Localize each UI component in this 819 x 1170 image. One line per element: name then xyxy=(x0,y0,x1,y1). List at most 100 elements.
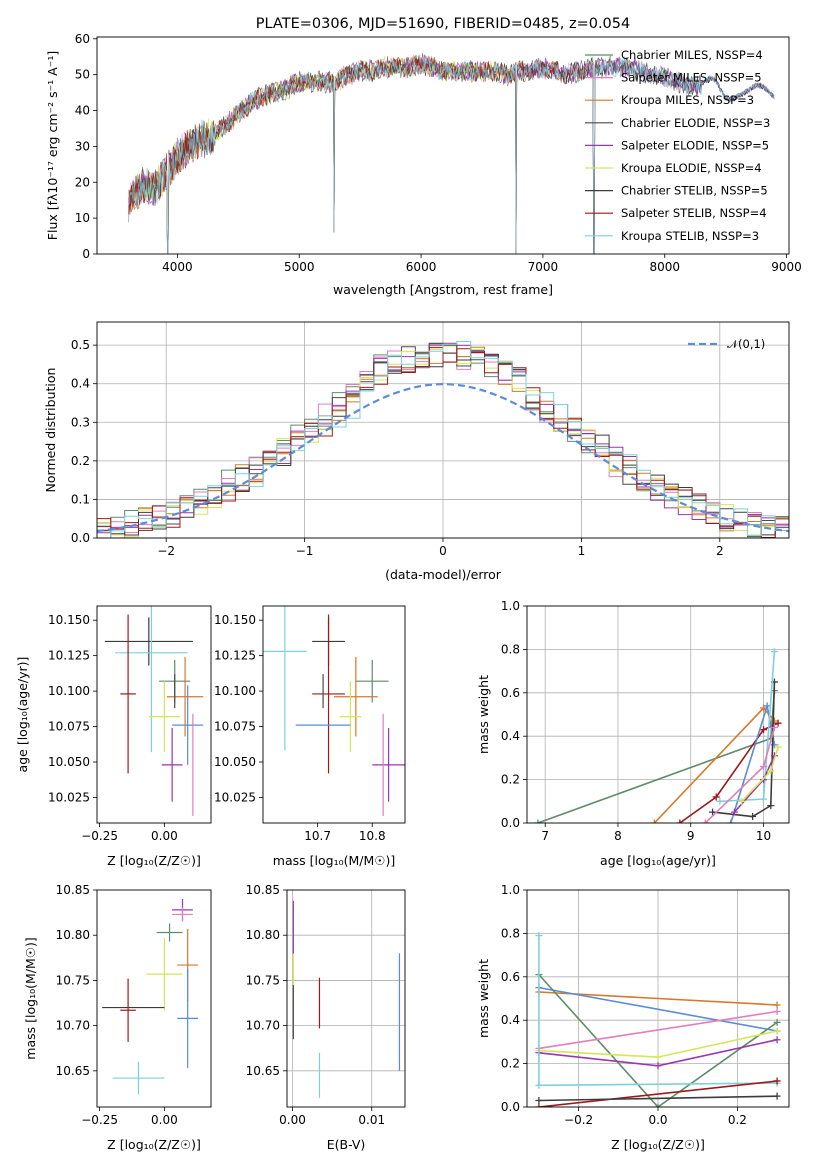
weight-line xyxy=(538,1080,778,1107)
spectrum-frame xyxy=(96,36,790,255)
spectrum-ytick-label: 20 xyxy=(75,175,90,189)
weight-line xyxy=(733,755,776,813)
spectrum-plot-area xyxy=(128,53,775,254)
weight-marker xyxy=(712,793,720,801)
y-axis-label: mass weight xyxy=(476,959,491,1038)
y-axis-label: mass [log₁₀(M/M☉)] xyxy=(23,937,38,1059)
mass_vs_ebv-ytick-label: 10.65 xyxy=(246,1064,280,1078)
age_vs_Z-ytick-label: 10.125 xyxy=(48,649,90,663)
weight_vs_age-ytick-label: 0.4 xyxy=(501,729,520,743)
weight-line xyxy=(712,681,776,818)
age_vs_mass-ytick-label: 10.075 xyxy=(214,720,256,734)
weight-marker xyxy=(650,819,658,823)
weight-marker xyxy=(773,1036,781,1044)
weight-line xyxy=(538,986,778,1032)
mass_vs_ebv-ytick-label: 10.70 xyxy=(246,1019,280,1033)
x-axis-label: wavelength [Angstrom, rest frame] xyxy=(333,282,553,297)
weight-marker xyxy=(654,1053,662,1061)
spectrum-ytick-label: 30 xyxy=(75,139,90,153)
mass_vs_ebv-plot-area xyxy=(292,900,401,1098)
weight-marker xyxy=(654,1103,662,1107)
weight_vs_age-ytick-label: 0.0 xyxy=(501,816,520,830)
age_vs_mass-ytick-label: 10.100 xyxy=(214,684,256,698)
mass_vs_Z-ytick-label: 10.65 xyxy=(56,1064,90,1078)
weight_vs_Z-ytick-label: 0.2 xyxy=(501,1057,520,1071)
mass_vs_Z-xtick-label: 0.00 xyxy=(151,1113,178,1127)
weight_vs_age-ytick-label: 0.8 xyxy=(501,642,520,656)
spectrum-xtick-label: 8000 xyxy=(649,260,680,274)
x-axis-label: age [log₁₀(age/yr)] xyxy=(600,853,716,868)
age_vs_mass-ytick-label: 10.025 xyxy=(214,790,256,804)
age_vs_Z-ytick-label: 10.100 xyxy=(48,684,90,698)
weight-marker xyxy=(727,819,735,823)
y-axis-label: Flux [fλ10⁻¹⁷ erg cm⁻² s⁻¹ A⁻¹] xyxy=(45,51,60,240)
x-axis-label: E(B-V) xyxy=(327,1137,366,1152)
mass_vs_Z-ytick-label: 10.75 xyxy=(56,973,90,987)
weight_vs_Z-xtick-label: 0.2 xyxy=(728,1113,747,1127)
weight-marker xyxy=(773,1077,781,1085)
weight-marker xyxy=(767,767,775,775)
weight_vs_age-plot-area xyxy=(534,648,782,823)
legend-label: Salpeter STELIB, NSSP=4 xyxy=(621,206,767,220)
age_vs_mass-ytick-label: 10.125 xyxy=(214,649,256,663)
age_vs_mass-xtick-label: 10.7 xyxy=(304,829,331,843)
weight-line xyxy=(537,690,776,823)
legend-label: Kroupa ELODIE, NSSP=4 xyxy=(621,161,762,175)
mass_vs_Z-ytick-label: 10.70 xyxy=(56,1019,90,1033)
spectrum-ytick-label: 50 xyxy=(75,68,90,82)
weight-marker xyxy=(535,1081,543,1089)
spectrum-ytick-label: 60 xyxy=(75,32,90,46)
age_vs_Z-frame xyxy=(96,605,212,824)
weight_vs_Z-plot-area xyxy=(535,932,781,1107)
residuals-xtick-label: 2 xyxy=(716,544,724,558)
residuals-xtick-label: −1 xyxy=(296,544,314,558)
age_vs_Z-xtick-label: −0.25 xyxy=(81,829,118,843)
residuals-ytick-label: 0.3 xyxy=(71,415,90,429)
weight_vs_age-ytick-label: 0.2 xyxy=(501,773,520,787)
residuals-ytick-label: 0.2 xyxy=(71,454,90,468)
histogram-series xyxy=(97,341,789,538)
legend-label: Salpeter MILES, NSSP=5 xyxy=(621,71,762,85)
residuals-xtick-label: 1 xyxy=(578,544,586,558)
weight_vs_Z-frame xyxy=(526,889,790,1108)
weight-line xyxy=(653,706,776,823)
weight-marker xyxy=(760,795,768,803)
mass_vs_ebv-ytick-label: 10.75 xyxy=(246,973,280,987)
legend-label: Chabrier ELODIE, NSSP=3 xyxy=(621,116,770,130)
y-axis-label: Normed distribution xyxy=(43,368,58,493)
residuals-ytick-label: 0.0 xyxy=(71,531,90,545)
legend-label: Salpeter ELODIE, NSSP=5 xyxy=(621,138,769,152)
legend-label: Kroupa MILES, NSSP=3 xyxy=(621,93,754,107)
weight-marker xyxy=(773,1018,781,1026)
legend-label: Chabrier STELIB, NSSP=5 xyxy=(621,184,768,198)
weight-marker xyxy=(773,1008,781,1016)
legend-label: Kroupa STELIB, NSSP=3 xyxy=(621,229,759,243)
weight-marker xyxy=(535,1103,543,1107)
mass_vs_Z-ytick-label: 10.85 xyxy=(56,883,90,897)
weight_vs_age-xtick-label: 10 xyxy=(756,829,771,843)
weight-marker xyxy=(716,797,724,805)
weight-marker xyxy=(767,802,775,810)
age_vs_mass-ytick-label: 10.150 xyxy=(214,613,256,627)
residuals-xtick-label: 0 xyxy=(439,544,447,558)
spectrum-ytick-label: 0 xyxy=(82,247,90,261)
legend-label: Chabrier MILES, NSSP=4 xyxy=(621,48,763,62)
spectrum-line xyxy=(128,56,775,254)
weight_vs_age-xtick-label: 8 xyxy=(614,829,622,843)
weight-line xyxy=(538,1010,778,1050)
residuals-plot-area xyxy=(97,341,789,538)
weight-line xyxy=(538,974,778,1107)
residuals-ytick-label: 0.5 xyxy=(71,338,90,352)
weight-marker xyxy=(773,1092,781,1100)
mass_vs_Z-ytick-label: 10.80 xyxy=(56,928,90,942)
spectrum-xtick-label: 5000 xyxy=(284,260,315,274)
weight-marker xyxy=(770,724,778,732)
spectrum-xtick-label: 9000 xyxy=(771,260,802,274)
age_vs_mass-frame xyxy=(262,605,406,824)
age_vs_Z-plot-area xyxy=(104,606,204,816)
weight-marker xyxy=(701,819,709,823)
age_vs_Z-xtick-label: 0.00 xyxy=(151,829,178,843)
mass_vs_Z-plot-area xyxy=(102,899,199,1095)
age_vs_mass-xtick-label: 10.8 xyxy=(359,829,386,843)
